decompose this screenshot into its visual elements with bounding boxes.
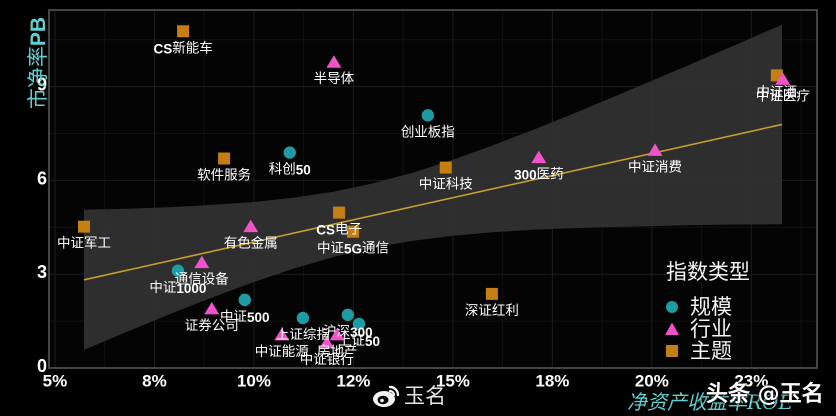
square-marker [78,220,91,233]
square-marker [439,161,452,174]
circle-marker-icon [666,301,678,313]
legend-label: 行业 [690,317,732,341]
triangle-marker [274,327,290,341]
data-point-label: 上证综指 [276,327,330,343]
triangle-marker [647,143,663,156]
y-tick-label: 0 [37,356,47,376]
data-point-label: 中证科技 [419,177,473,193]
data-point-label: 中证消费 [628,159,682,175]
x-tick-label: 5% [43,372,68,391]
triangle-marker [194,255,210,269]
data-point-markers [78,25,791,349]
square-marker [218,152,231,165]
triangle-marker [329,327,345,341]
y-tick-label: 6 [37,168,47,188]
triangle-marker [326,55,342,68]
data-point-label: 300医药 [514,167,564,183]
legend-title: 指数类型 [666,260,750,284]
circle-marker [341,308,355,322]
fit-line [83,123,783,281]
triangle-marker [319,335,335,349]
x-tick-label: 18% [535,372,569,391]
legend-item-theme: 主题 [660,340,780,362]
data-point-label: CS电子 [316,222,362,238]
x-tick-label: 10% [237,372,271,391]
legend-label: 规模 [690,295,732,319]
x-tick-label: 8% [142,372,167,391]
data-point-label: CS新能车 [153,39,212,56]
data-point-label: 中证银行 [300,352,354,368]
square-marker-icon [666,345,678,357]
square-marker [333,206,346,219]
circle-marker [283,146,296,159]
x-axis-tick-labels: 5% 8% 10% 12% 15% 18% 20% 23% [43,372,769,391]
data-point-label: 中证酒 [757,84,798,100]
toutiao-watermark: 头条 @玉名 [706,382,824,407]
x-tick-label: 12% [336,372,370,391]
x-tick-label: 15% [436,372,470,391]
y-axis-tick-labels: 0 3 6 9 [37,75,47,376]
x-tick-label: 23% [734,372,768,391]
circle-marker [352,317,366,331]
data-point-label: 房地产 [317,344,358,360]
legend: 指数类型 规模 行业 主题 [660,256,810,362]
square-marker [177,25,190,38]
data-point-label: 中证1000 [149,280,206,296]
y-tick-label: 9 [37,75,47,95]
triangle-marker-icon [665,322,679,335]
legend-item-industry: 行业 [660,318,780,340]
square-marker [347,225,360,238]
data-point-label: 中证军工 [57,236,111,252]
plot-border [48,9,818,369]
legend-item-scale: 规模 [660,296,780,318]
data-point-label: 通信设备 [175,271,229,288]
triangle-marker [243,219,259,233]
data-point-label: 创业板指 [401,124,455,140]
data-point-label: 中证医疗 [756,88,810,104]
regression-line [83,123,783,281]
axes-frame [48,9,818,369]
circle-marker [171,264,185,277]
confidence-band-area [84,24,782,350]
circle-marker [238,293,251,307]
y-axis-title: 市净率PB [26,16,50,110]
weibo-icon [373,385,400,407]
weibo-watermark-text: 玉名 [404,384,446,408]
square-marker [485,287,498,300]
data-point-label: 中证500 [220,309,270,325]
confidence-band [84,24,782,350]
triangle-marker [775,72,791,85]
data-point-label: 沪深300 [323,324,373,340]
data-point-label: 半导体 [314,71,355,87]
data-point-label: 科创50 [269,162,311,178]
x-axis-title: 净资产收益率ROE [627,390,794,414]
circle-marker [421,109,435,122]
y-tick-label: 3 [37,262,47,282]
data-point-label: 有色金属 [224,235,278,252]
x-tick-label: 20% [635,372,669,391]
circle-marker [296,311,310,325]
data-point-label: 证券公司 [185,318,239,334]
data-point-label: 软件服务 [197,168,251,184]
triangle-marker [531,150,547,164]
data-point-label: 中证5G通信 [317,241,389,257]
legend-label: 主题 [690,339,732,363]
triangle-marker [204,301,220,315]
data-point-label: 深证红利 [465,303,519,319]
data-point-label: 上证50 [338,333,380,349]
data-point-label: 中证能源 [255,344,309,360]
